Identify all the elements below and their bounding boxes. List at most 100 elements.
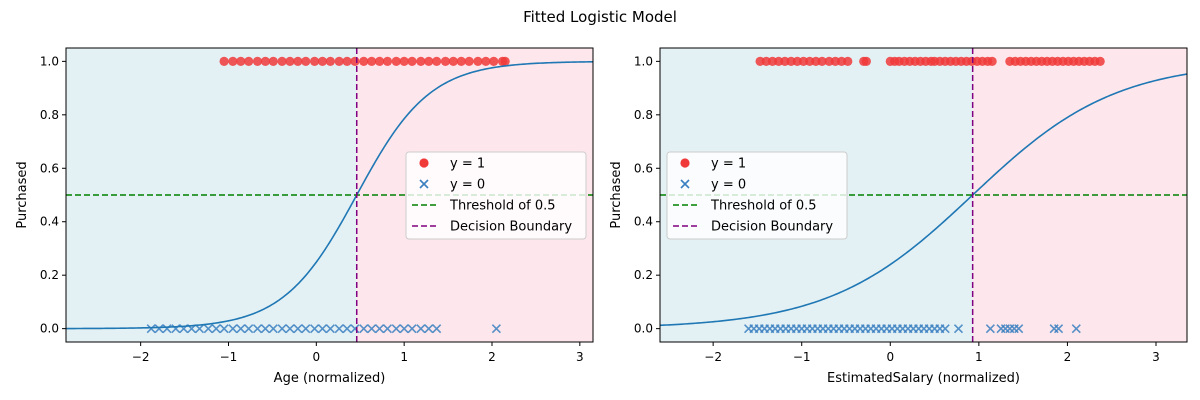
chart-age: −2 −1 0 1 2 3 0.0 0.2 0.4 0.6 0.8 1.0 Age (normalize… [15, 47, 594, 386]
logistic-curve [660, 73, 1187, 327]
point-y0 [244, 324, 254, 334]
point-y1 [500, 56, 510, 66]
legend-label: Threshold of 0.5 [449, 199, 556, 214]
point-y0 [301, 324, 311, 334]
point-y0 [359, 324, 369, 334]
point-y0 [310, 324, 320, 334]
y-tick-label: 0.2 [40, 268, 59, 282]
x-tick-label: 2 [1064, 350, 1072, 364]
point-y1 [317, 56, 328, 66]
point-y0 [424, 324, 434, 334]
point-y0 [399, 324, 409, 334]
point-y1 [817, 56, 827, 66]
x-tick-label: −2 [132, 350, 150, 364]
point-y0 [277, 324, 287, 334]
x-tick-label: 0 [313, 350, 321, 364]
point-y1 [448, 56, 458, 66]
y-axis-label: Purchased [15, 161, 30, 228]
point-y1 [285, 56, 295, 66]
point-y1 [244, 56, 254, 66]
y-tick-label: 0.4 [40, 215, 59, 229]
point-y1 [424, 56, 434, 66]
point-y0 [334, 324, 344, 334]
point-y1 [260, 56, 270, 66]
point-y1 [407, 56, 417, 66]
point-y1 [325, 56, 335, 66]
point-y1 [473, 56, 483, 66]
legend: y = 1 y = 0 Threshold of 0.5 Decision Bound… [405, 151, 587, 240]
x-tick-label: 3 [1152, 350, 1160, 364]
y-axis-label: Purchased [609, 161, 624, 228]
y-tick-label: 0.6 [634, 161, 653, 175]
point-y0 [416, 324, 426, 334]
point-y1 [440, 56, 451, 66]
y-tick-label: 0.6 [40, 161, 59, 175]
point-y0 [374, 324, 385, 334]
legend-box [666, 151, 848, 240]
figure-title: Fitted Logistic Model [523, 8, 677, 26]
point-y0 [293, 324, 303, 334]
point-y1 [391, 56, 401, 66]
x-tick-label: 3 [576, 350, 584, 364]
point-y0 [228, 324, 238, 334]
point-y1 [399, 56, 409, 66]
point-y0 [432, 324, 442, 334]
point-y1 [456, 56, 466, 66]
point-y0 [985, 324, 995, 334]
point-y0 [325, 324, 335, 334]
point-y0 [219, 324, 229, 334]
point-y1 [277, 56, 287, 66]
point-y1 [843, 56, 853, 66]
point-y0 [350, 324, 360, 334]
axes-frame [65, 47, 594, 343]
point-y1 [228, 56, 238, 66]
y-tick-label: 0.0 [634, 322, 653, 336]
point-y0 [146, 324, 156, 334]
point-y1 [374, 56, 385, 66]
point-y0 [1014, 324, 1024, 334]
point-y0 [342, 324, 352, 334]
legend: y = 1 y = 0 Threshold of 0.5 Decision Bound… [666, 151, 848, 240]
point-y0 [940, 324, 950, 334]
y-tick-label: 0.0 [40, 322, 59, 336]
point-y1 [382, 56, 393, 66]
point-y0 [382, 324, 393, 334]
y-tick-label: 1.0 [634, 54, 653, 68]
point-y1 [359, 56, 369, 66]
y-tick-label: 0.8 [634, 108, 653, 122]
axes-frame [659, 47, 1188, 343]
x-tick-label: 0 [886, 350, 894, 364]
point-y1 [1095, 56, 1105, 66]
point-y1 [416, 56, 426, 66]
point-y1 [432, 56, 442, 66]
point-y1 [367, 56, 377, 66]
y-tick-label: 0.8 [40, 108, 59, 122]
point-y1 [293, 56, 303, 66]
legend-label: Decision Boundary [711, 220, 833, 235]
point-y0 [391, 324, 401, 334]
x-tick-label: 1 [975, 350, 983, 364]
point-y0 [491, 324, 501, 334]
point-y1 [219, 56, 229, 66]
point-y0 [268, 324, 278, 334]
point-y1 [301, 56, 311, 66]
point-y0 [953, 324, 964, 334]
logistic-curve [66, 60, 593, 330]
x-tick-label: −1 [793, 350, 811, 364]
legend-label: y = 1 [450, 157, 485, 172]
y-tick-label: 0.4 [634, 215, 653, 229]
x-tick-label: −2 [704, 350, 722, 364]
point-y0 [203, 324, 213, 334]
legend-label: y = 0 [450, 178, 485, 193]
y-tick-label: 1.0 [40, 54, 59, 68]
point-y0 [252, 324, 263, 334]
point-y0 [367, 324, 377, 334]
point-y1 [481, 56, 491, 66]
point-y1 [861, 56, 871, 66]
legend-label: Threshold of 0.5 [710, 199, 817, 214]
point-y1 [334, 56, 344, 66]
x-axis-label: EstimatedSalary (normalized) [827, 371, 1020, 386]
point-y1 [464, 56, 474, 66]
point-y1 [987, 56, 997, 66]
